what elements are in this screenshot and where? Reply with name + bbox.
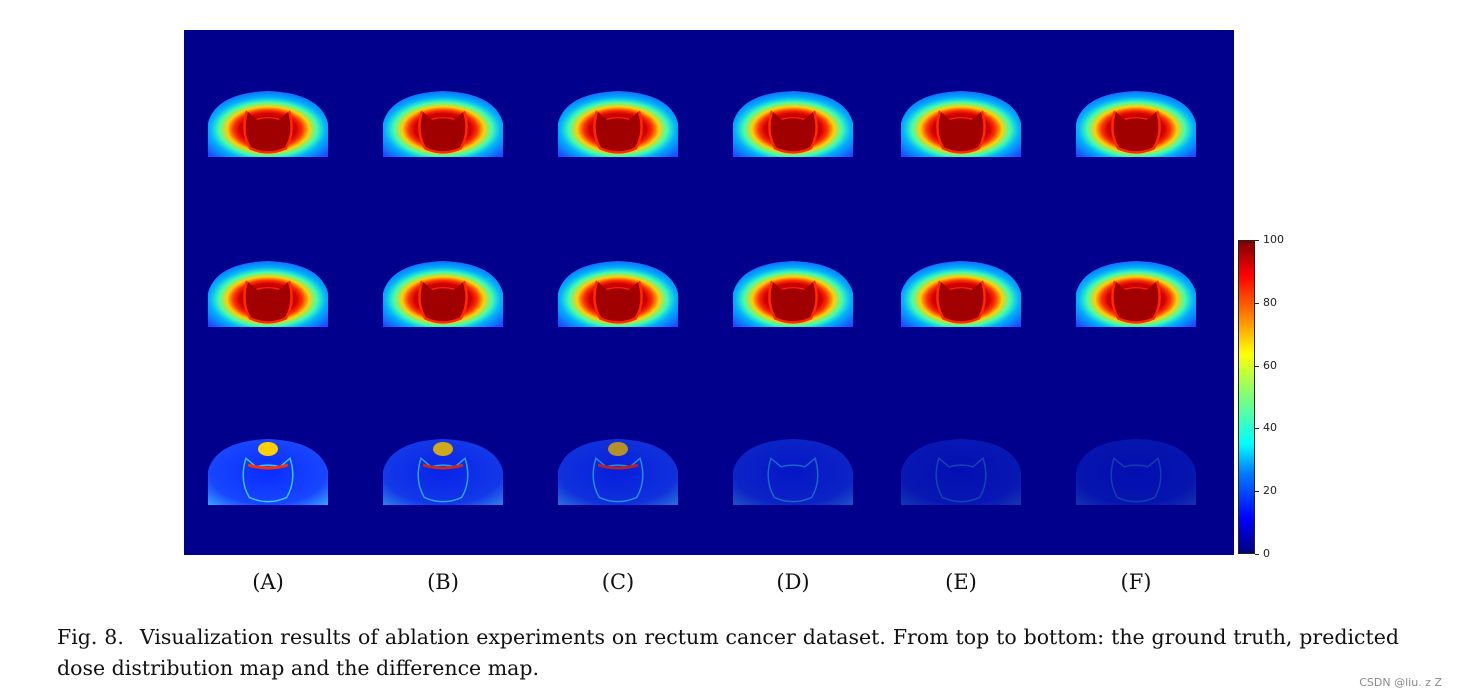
predicted-dose-map	[901, 261, 1021, 327]
dose-core	[595, 282, 641, 322]
predicted-dose-map	[733, 261, 853, 327]
figure-number: Fig. 8.	[57, 625, 124, 649]
difference-body	[733, 439, 853, 505]
difference-map	[1076, 439, 1196, 505]
difference-map	[733, 439, 853, 505]
dose-core	[938, 112, 984, 152]
difference-hotspot	[597, 463, 639, 470]
difference-hotspot	[247, 463, 289, 470]
colorbar-tick-label: 100	[1263, 233, 1284, 246]
dose-core	[770, 282, 816, 322]
colorbar: 100 80 60 40 20 0	[1238, 234, 1318, 564]
colorbar-tick-label: 20	[1263, 484, 1277, 498]
dose-core	[245, 282, 291, 322]
colorbar-tick	[1255, 240, 1259, 241]
predicted-dose-map	[1076, 261, 1196, 327]
difference-contour	[1110, 457, 1162, 503]
difference-hotspot	[422, 463, 464, 470]
colorbar-tick-label: 40	[1263, 421, 1277, 435]
dose-core	[245, 112, 291, 152]
difference-map	[558, 439, 678, 505]
colorbar-tick-label: 80	[1263, 295, 1277, 309]
dose-core	[420, 282, 466, 322]
predicted-dose-map	[208, 261, 328, 327]
column-label: (C)	[601, 570, 635, 594]
dose-core	[420, 112, 466, 152]
column-label: (F)	[1120, 570, 1152, 594]
difference-hotspot	[433, 442, 453, 456]
column-label: (A)	[252, 570, 284, 594]
difference-body	[208, 439, 328, 505]
difference-body	[383, 439, 503, 505]
colorbar-tick	[1255, 491, 1259, 493]
colorbar-tick	[1255, 428, 1259, 430]
dose-core	[1113, 282, 1159, 322]
difference-contour	[592, 457, 644, 503]
difference-hotspot	[608, 442, 628, 456]
difference-contour	[767, 457, 819, 503]
difference-map	[208, 439, 328, 505]
difference-body	[1076, 439, 1196, 505]
column-label: (D)	[776, 570, 810, 594]
figure-panel	[184, 30, 1234, 555]
dose-visualization-grid	[184, 30, 1234, 555]
difference-body	[558, 439, 678, 505]
dose-core	[770, 112, 816, 152]
column-label: (E)	[945, 570, 977, 594]
dose-core	[938, 282, 984, 322]
dose-core	[1113, 112, 1159, 152]
ground-truth-map	[208, 91, 328, 157]
colorbar-gradient	[1238, 240, 1255, 554]
figure-background	[184, 30, 1234, 555]
difference-hotspot	[258, 442, 278, 456]
difference-contour	[242, 457, 294, 503]
ground-truth-map	[733, 91, 853, 157]
difference-body	[901, 439, 1021, 505]
colorbar-tick	[1255, 365, 1259, 367]
predicted-dose-map	[383, 261, 503, 327]
ground-truth-map	[558, 91, 678, 157]
dose-core	[595, 112, 641, 152]
colorbar-tick-label: 0	[1263, 547, 1270, 560]
watermark: CSDN @liu. z Z	[1359, 676, 1442, 689]
difference-map	[383, 439, 503, 505]
colorbar-tick	[1255, 554, 1259, 555]
ground-truth-map	[1076, 91, 1196, 157]
column-label: (B)	[427, 570, 459, 594]
ground-truth-map	[383, 91, 503, 157]
difference-map	[901, 439, 1021, 505]
colorbar-tick-label: 60	[1263, 358, 1277, 372]
caption-text: Visualization results of ablation experi…	[57, 625, 1400, 680]
predicted-dose-map	[558, 261, 678, 327]
difference-contour	[417, 457, 469, 503]
figure-caption: Fig. 8. Visualization results of ablation…	[57, 622, 1399, 684]
colorbar-tick	[1255, 302, 1259, 304]
ground-truth-map	[901, 91, 1021, 157]
difference-contour	[935, 457, 987, 503]
